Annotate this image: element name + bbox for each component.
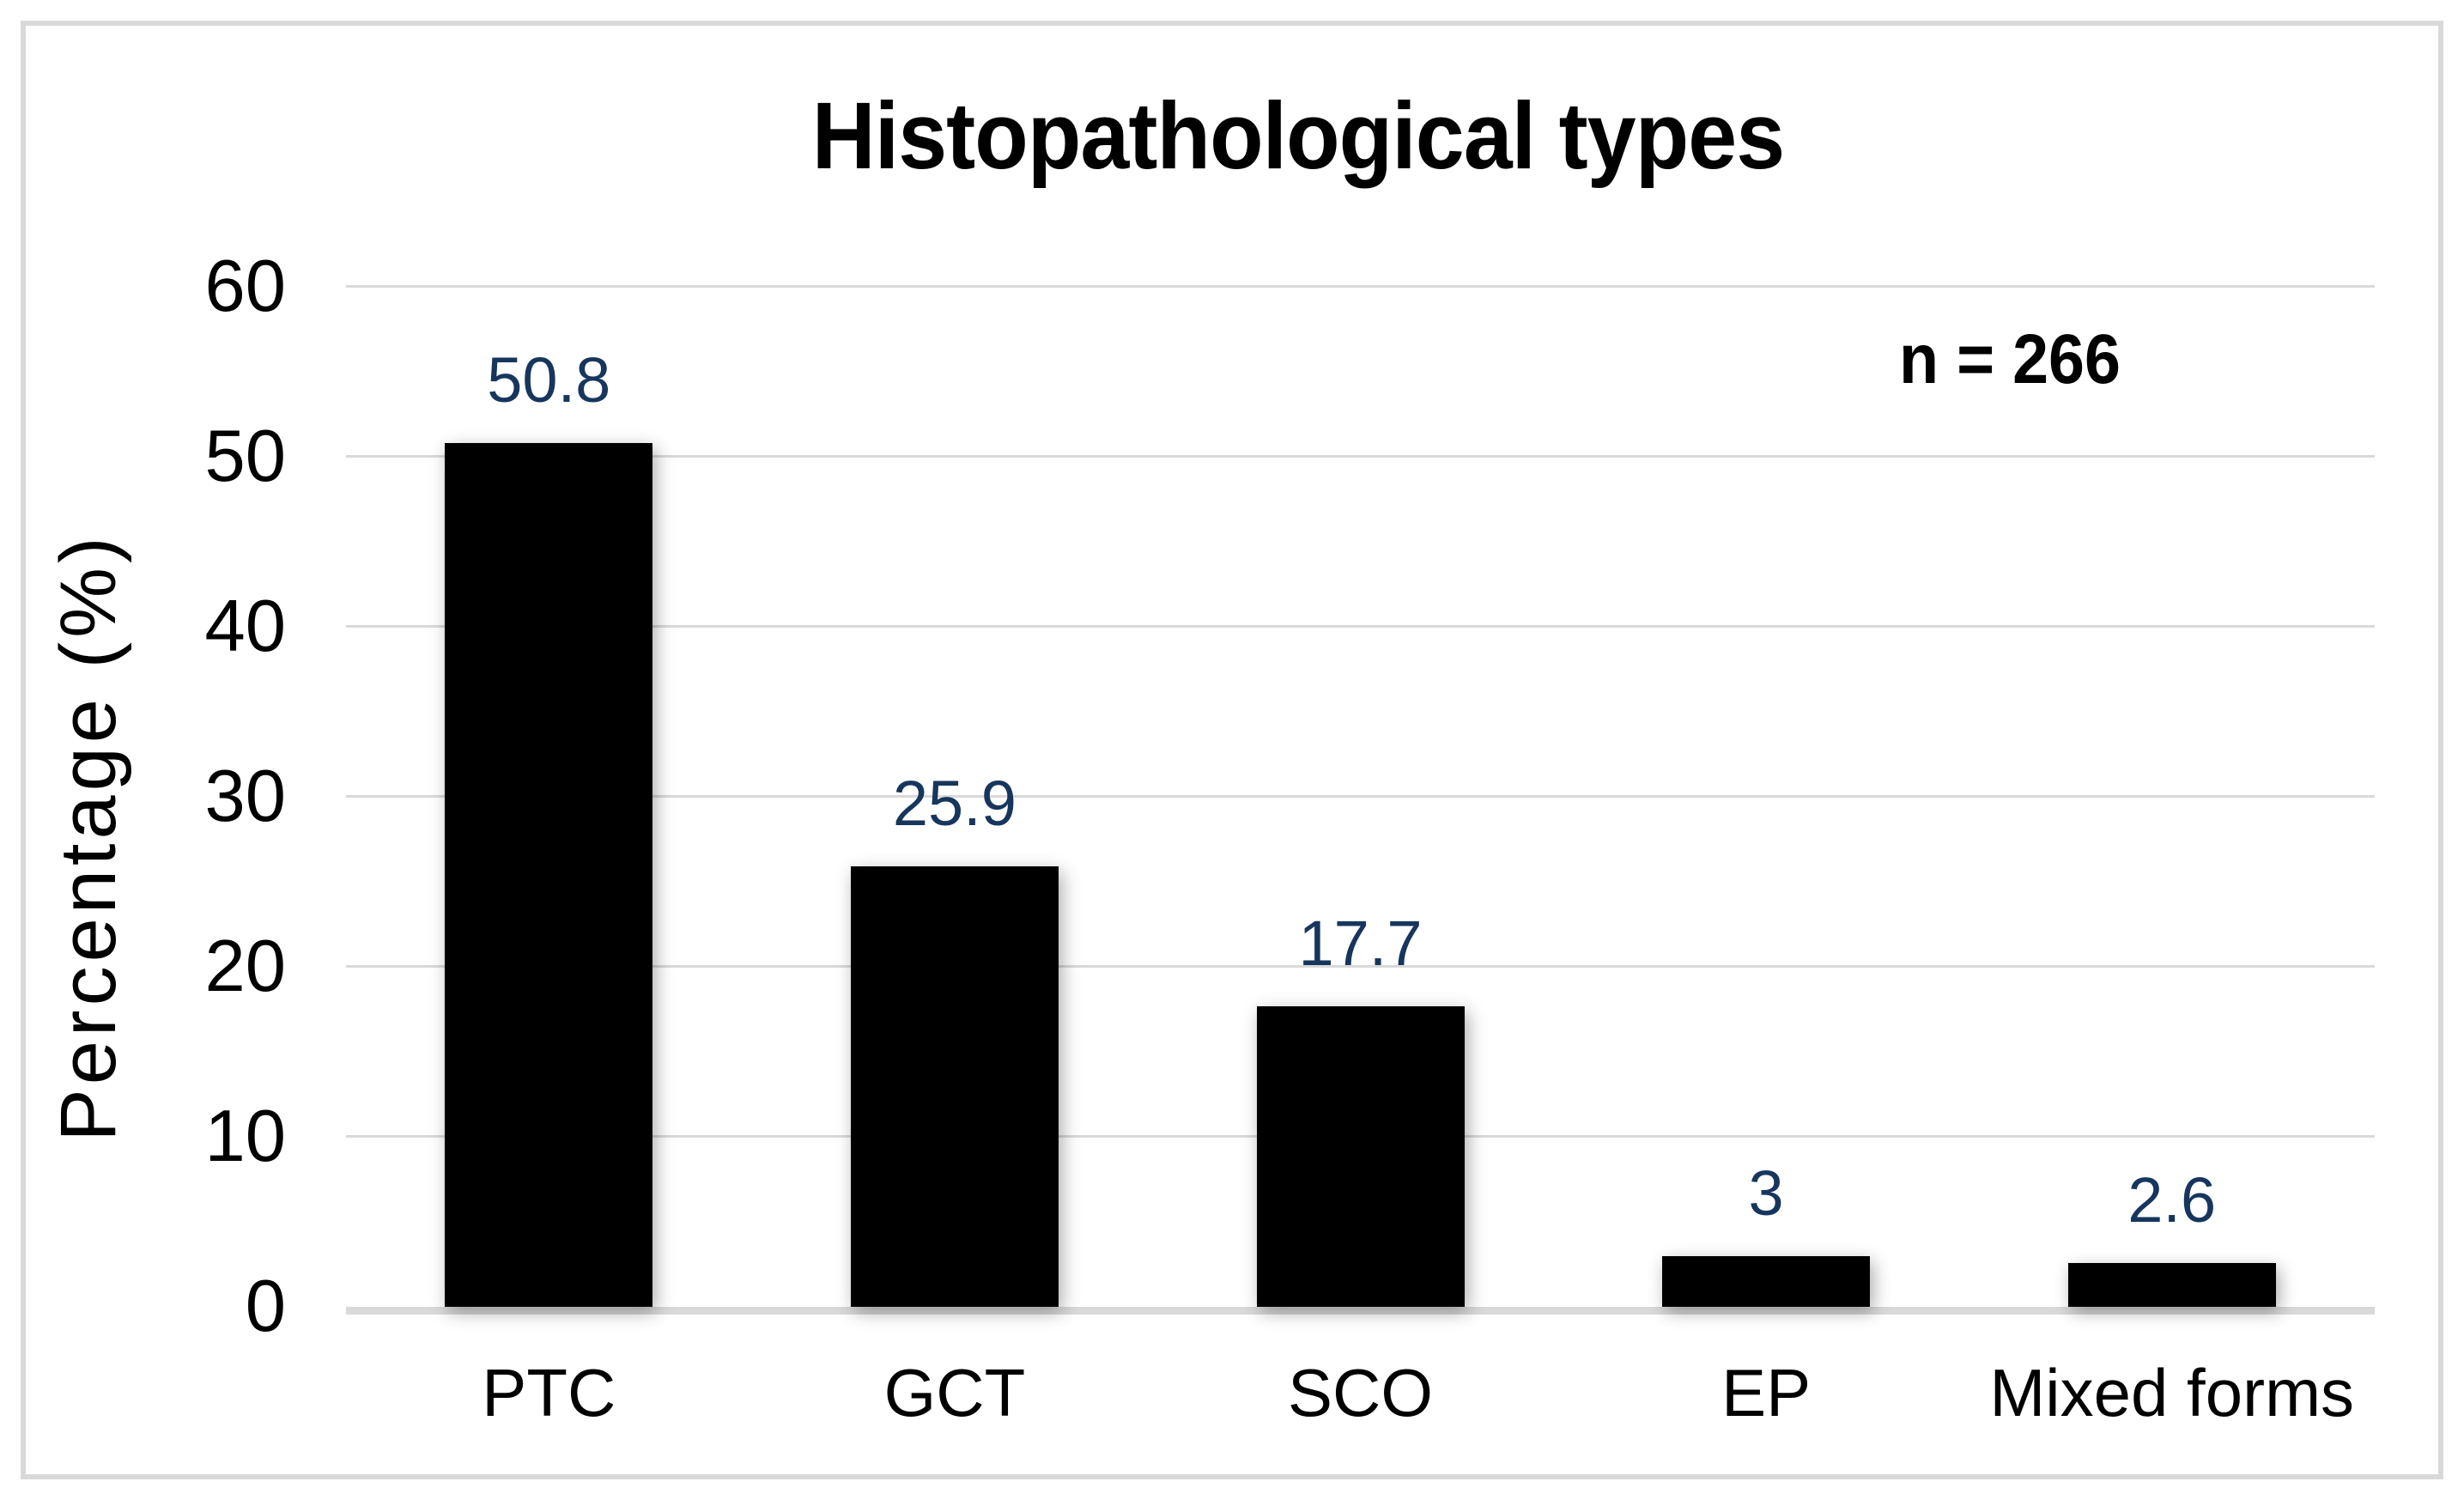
x-category-label: SCO [1287, 1355, 1434, 1430]
bar [2067, 1262, 2276, 1307]
x-axis-line [346, 1307, 2375, 1315]
y-tick-label: 60 [204, 246, 286, 327]
gridline [346, 285, 2375, 288]
bar-value-label: 17.7 [1298, 907, 1423, 979]
x-category-label: GCT [883, 1355, 1026, 1430]
gridline [346, 455, 2375, 458]
y-tick-label: 10 [204, 1096, 286, 1177]
gridline [346, 795, 2375, 798]
bar-value-label: 3 [1748, 1157, 1784, 1229]
y-tick-label: 30 [204, 756, 286, 837]
bar-value-label: 50.8 [487, 344, 611, 416]
bar [1256, 1005, 1465, 1307]
bar [445, 443, 653, 1307]
bar [1662, 1255, 1871, 1307]
chart-title: Histopathological types [811, 83, 1785, 189]
x-category-label: EP [1721, 1355, 1812, 1430]
gridline [346, 965, 2375, 968]
sample-size-annotation: n = 266 [1899, 320, 2121, 398]
x-category-label: Mixed forms [1989, 1355, 2355, 1430]
figure-border [21, 21, 2443, 1479]
x-category-label: PTC [482, 1355, 616, 1430]
gridline [346, 625, 2375, 628]
y-tick-label: 40 [204, 586, 286, 667]
bar-value-label: 25.9 [892, 768, 1017, 840]
y-tick-label: 50 [204, 416, 286, 497]
bar [850, 866, 1059, 1307]
bar-value-label: 2.6 [2127, 1163, 2217, 1236]
y-tick-label: 20 [204, 926, 286, 1007]
y-tick-label: 0 [245, 1266, 286, 1347]
